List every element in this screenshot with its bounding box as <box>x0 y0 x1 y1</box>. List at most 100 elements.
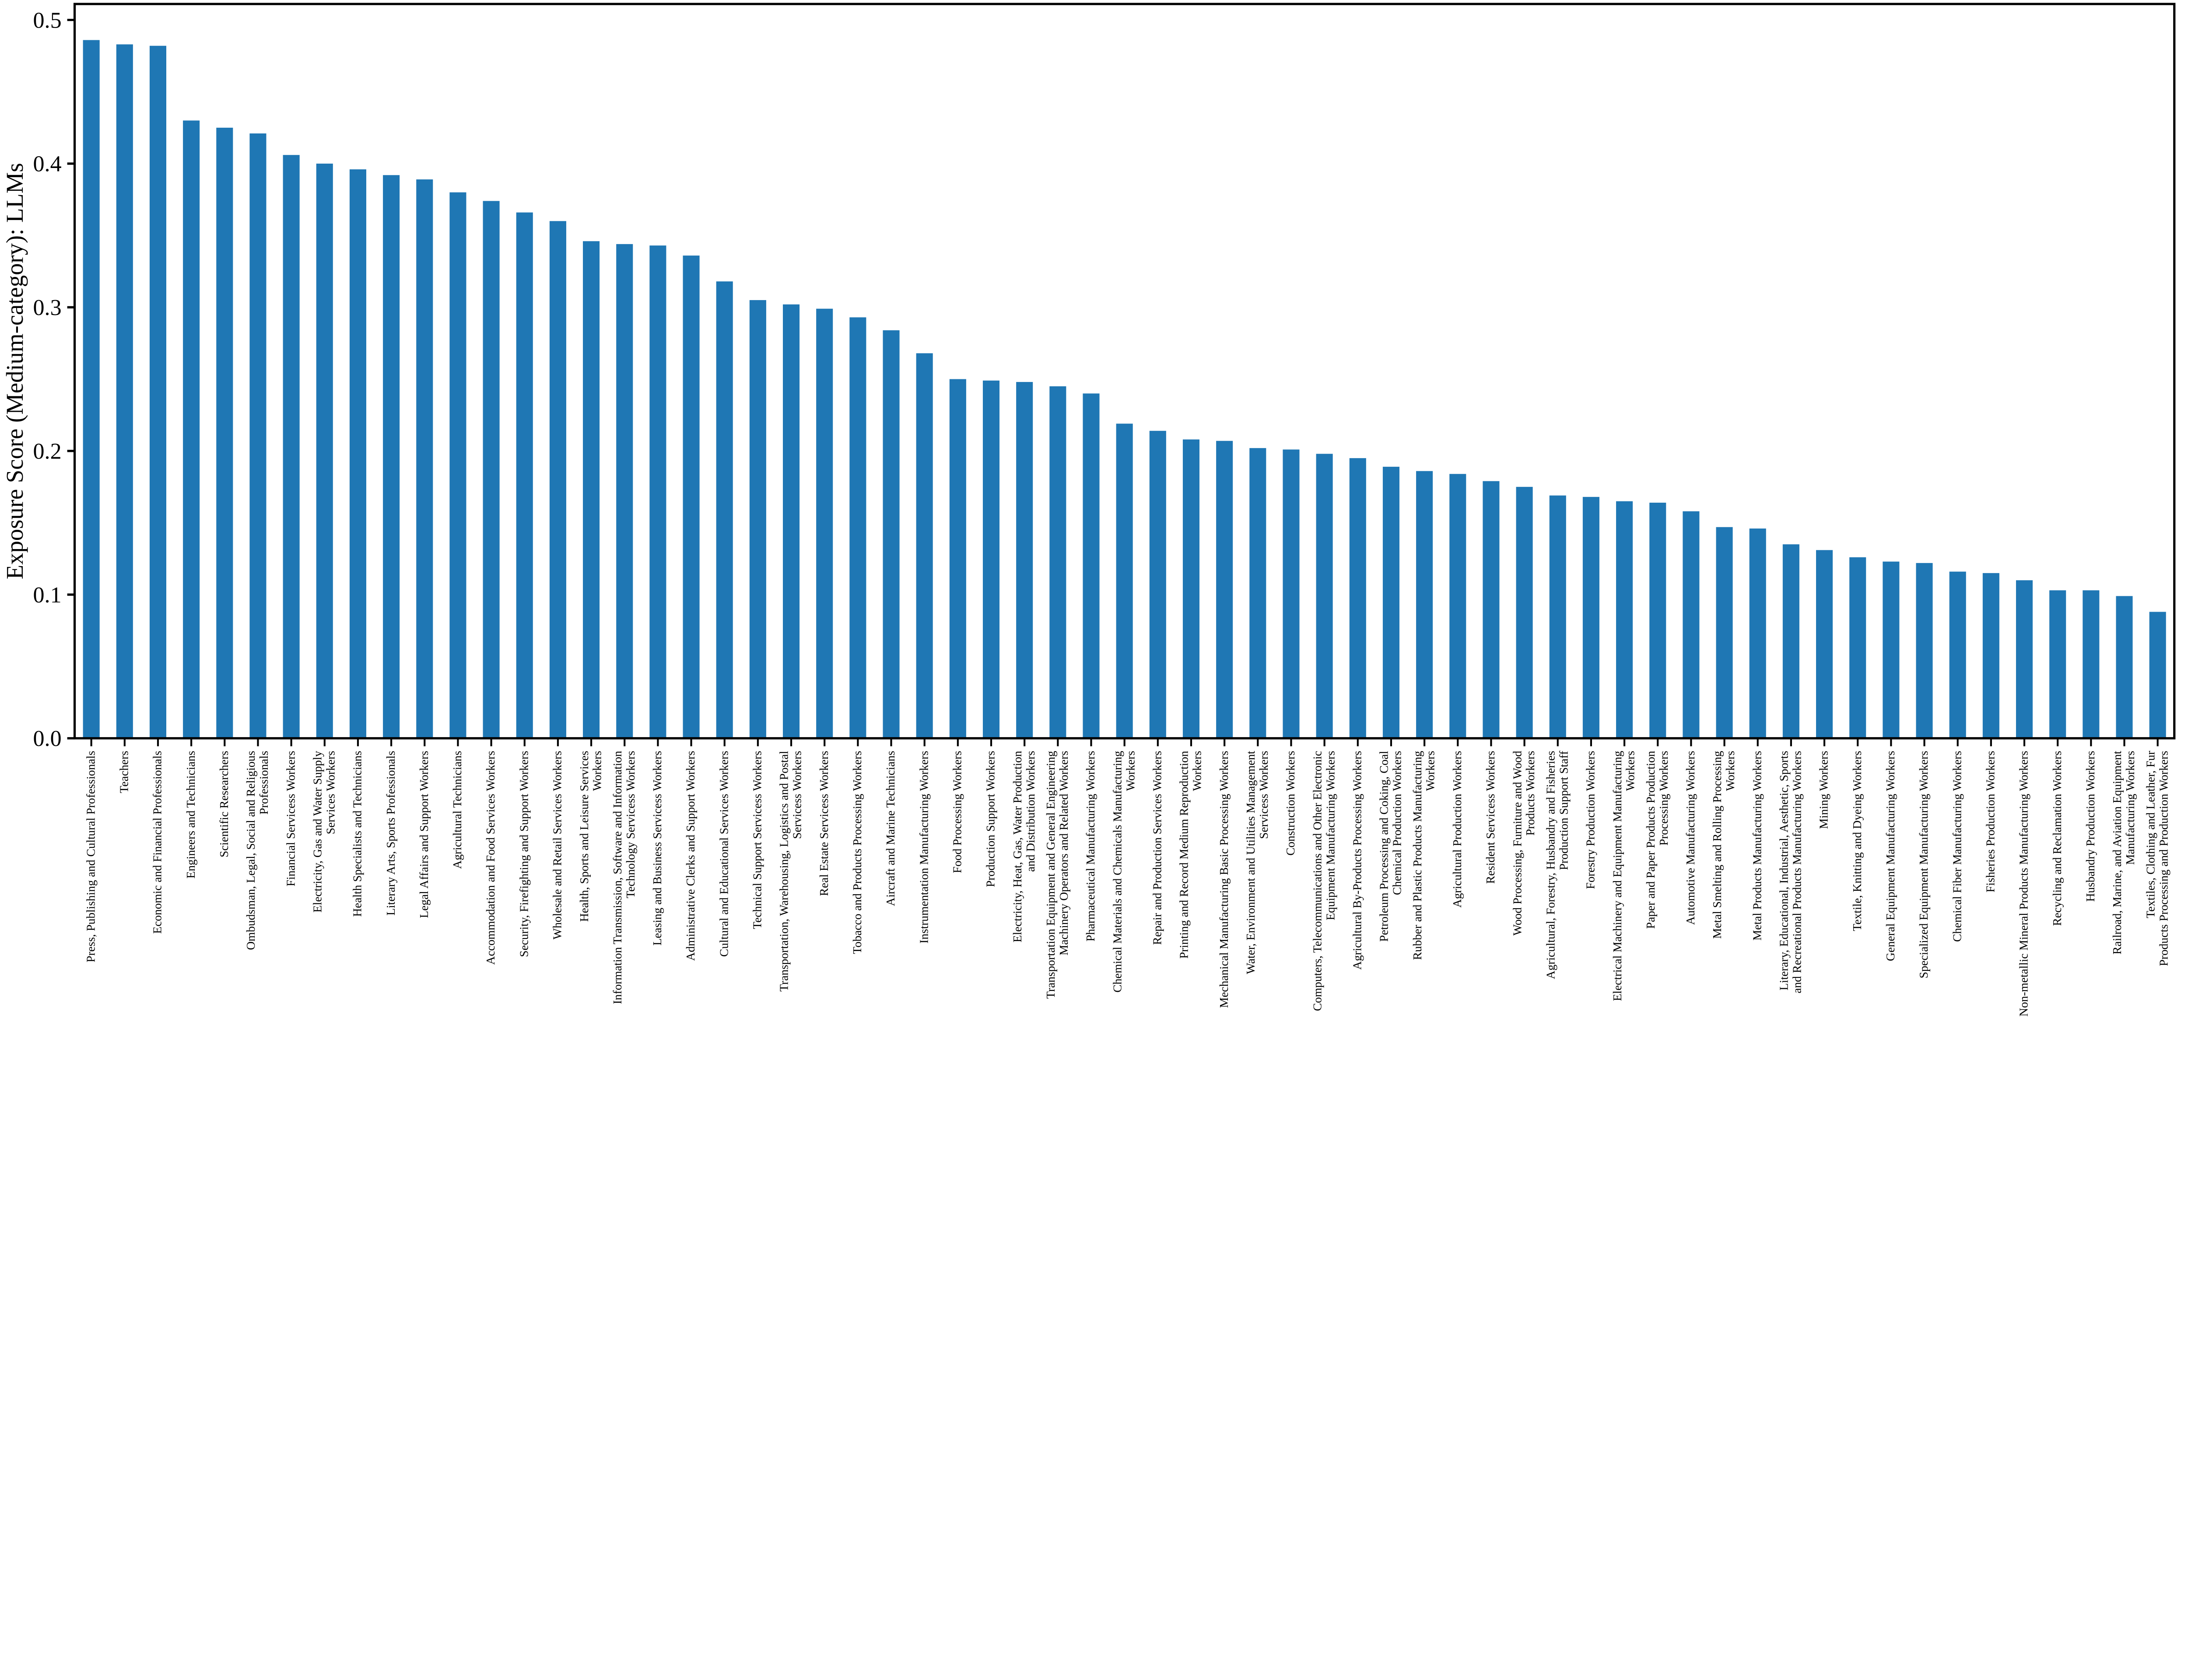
x-tick-label: Servicess Workers <box>1257 751 1270 839</box>
x-tick-label: Chemical Materials and Chemicals Manufac… <box>1111 751 1124 993</box>
x-tick-label: General Equipment Manufacturing Workers <box>1884 751 1897 961</box>
x-tick-label: Technical Support Servicess Workers <box>751 751 764 929</box>
x-tick-label: Agricultural, Forestry, Husbandry and Fi… <box>1544 751 1557 979</box>
x-tick-label: Aircraft and Marine Technicians <box>884 751 897 906</box>
x-tick-label: Workers <box>1191 751 1204 791</box>
x-tick-label: Workers <box>1424 751 1437 791</box>
bar <box>1982 573 1999 738</box>
x-tick-label: Engineers and Technicians <box>184 751 197 878</box>
x-tick-label: Manufacturing Workers <box>2124 751 2137 865</box>
x-tick-label: Processing Workers <box>1657 751 1670 846</box>
x-tick-label: Pharmaceutical Manufacturing Workers <box>1084 751 1097 942</box>
bar <box>1016 382 1033 738</box>
x-tick-label: and Distribution Workers <box>1024 751 1037 872</box>
x-tick-label: Security, Firefighting and Support Worke… <box>517 751 530 957</box>
bar <box>683 256 700 738</box>
bar <box>249 133 266 738</box>
y-tick-label: 0.0 <box>33 726 62 751</box>
x-tick-label: Professionals <box>257 751 270 815</box>
bar <box>2149 612 2166 738</box>
x-tick-label: Machinery Operators and Related Workers <box>1057 751 1070 956</box>
x-tick-label: Husbandry Production Workers <box>2084 751 2097 902</box>
x-tick-label: Agricultural By-Products Processing Work… <box>1350 751 1364 970</box>
y-tick-label: 0.5 <box>33 8 62 33</box>
x-tick-label: Scientific Researchers <box>217 751 231 858</box>
x-tick-label: Real Estate Servicess Workers <box>817 751 831 896</box>
x-tick-label: Production Support Staff <box>1557 750 1570 870</box>
x-tick-label: Water, Environment and Utilities Managem… <box>1244 751 1257 974</box>
bar <box>616 244 633 738</box>
bar <box>1782 544 1799 738</box>
x-tick-label: Press, Publishing and Cultural Professio… <box>84 751 97 962</box>
x-tick-label: Textile, Knitting and Dyeing Workers <box>1851 751 1864 931</box>
x-tick-label: Rubber and Plastic Products Manufacturin… <box>1411 751 1424 960</box>
x-tick-label: Metal Smelting and Rolling Processing <box>1711 751 1724 939</box>
bar <box>1716 527 1733 738</box>
bar <box>216 127 233 738</box>
x-tick-label: Wholesale and Retail Services Workers <box>551 751 564 939</box>
bar <box>982 380 1000 738</box>
bar <box>2083 590 2100 738</box>
x-tick-label: Recycling and Reclamation Workers <box>2051 751 2064 926</box>
bar <box>549 221 566 738</box>
x-tick-label: Specialized Equipment Manufacturing Work… <box>1917 751 1930 978</box>
x-tick-label: Workers <box>1124 751 1137 791</box>
bar <box>583 241 600 738</box>
x-tick-label: Literary, Educational, Industrial, Aesth… <box>1778 751 1791 990</box>
x-tick-label: Construction Workers <box>1284 751 1297 855</box>
bar <box>949 379 966 738</box>
bar <box>1549 495 1566 738</box>
x-tick-label: Leasing and Business Servicess Workers <box>651 751 664 945</box>
bar <box>516 212 533 738</box>
x-tick-label: Cultural and Educational Services Worker… <box>717 751 730 957</box>
bar <box>1516 486 1533 738</box>
x-tick-label: Agricultural Production Workers <box>1451 751 1464 908</box>
bar <box>1849 557 1866 738</box>
x-tick-label: Teachers <box>117 751 130 793</box>
x-tick-label: Textiles, Clothing and Leather, Fur <box>2144 751 2157 918</box>
bar <box>83 40 100 738</box>
bar <box>883 330 900 738</box>
bar <box>183 120 200 738</box>
x-tick-label: Paper and Paper Products Production <box>1644 751 1657 929</box>
x-tick-label: Electrical Machinery and Equipment Manuf… <box>1611 751 1624 1001</box>
x-tick-label: Financial Servicess Workers <box>284 751 297 886</box>
x-tick-label: Ombudsman, Legal, Social and Religious <box>244 751 257 950</box>
bar <box>916 353 933 738</box>
x-tick-label: Technology Servicess Workers <box>624 751 637 898</box>
bar <box>1449 474 1466 738</box>
bar <box>1216 441 1233 738</box>
x-tick-label: Railroad, Marine, and Aviation Equipment <box>2111 751 2124 955</box>
x-tick-label: Equipment Manufacturing Workers <box>1324 751 1337 920</box>
x-tick-label: Mechanical Manufacturing Basic Processin… <box>1217 751 1231 1008</box>
x-tick-label: Electricity, Heat, Gas, Water Production <box>1011 751 1024 942</box>
x-tick-label: Repair and Production Services Workers <box>1150 751 1164 945</box>
x-tick-label: Products Workers <box>1524 751 1537 836</box>
bar <box>716 281 733 738</box>
bar <box>1116 424 1133 738</box>
x-tick-label: Chemical Production Workers <box>1391 751 1404 895</box>
x-tick-label: Transportation Equipment and General Eng… <box>1044 751 1057 999</box>
bar <box>783 304 800 738</box>
x-tick-label: Products Processing and Production Worke… <box>2157 751 2170 966</box>
x-tick-label: Automotive Manufacturing Workers <box>1684 751 1697 925</box>
bar <box>1316 454 1333 738</box>
bar <box>1349 458 1366 738</box>
bar <box>1916 563 1933 738</box>
bar <box>1616 501 1633 738</box>
y-axis-label: Exposure Score (Medium-category): LLMs <box>1 163 28 579</box>
x-tick-label: Literary Arts, Sports Professionals <box>384 751 397 915</box>
bar <box>349 169 366 738</box>
bar <box>116 44 133 738</box>
x-tick-label: Instrumentation Manufacturing Workers <box>917 751 930 944</box>
x-tick-label: Resident Servicess Workers <box>1484 751 1497 884</box>
bar <box>1083 393 1100 738</box>
bar <box>1883 561 1900 738</box>
x-tick-label: Legal Affairs and Support Workers <box>417 751 431 918</box>
x-tick-label: Wood Processing, Furniture and Wood <box>1511 751 1524 936</box>
bar <box>1416 471 1433 738</box>
bar <box>1249 448 1266 738</box>
bar <box>649 245 666 738</box>
bar-chart-figure: 0.0 0.1 0.2 0.3 0.4 0.5 Press, Publishing and … <box>1 3 2176 1017</box>
x-tick-label: Electricity, Gas and Water Supply <box>311 751 324 913</box>
